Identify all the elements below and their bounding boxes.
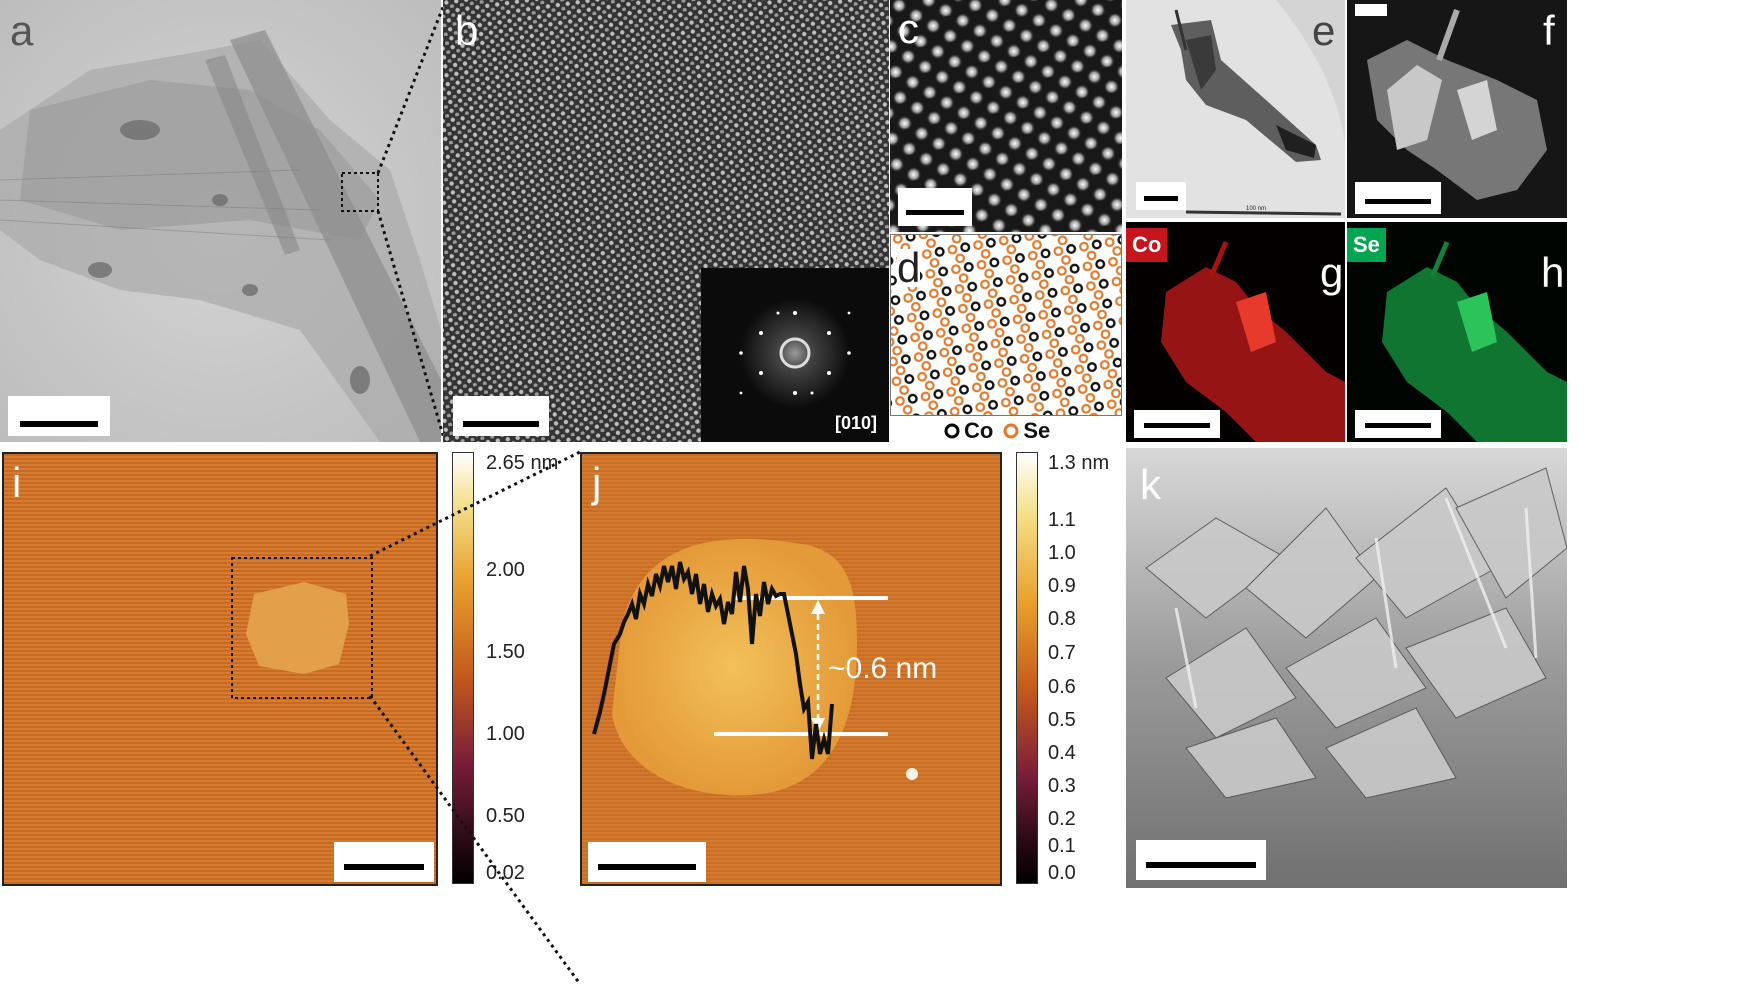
colorbar-j-ticks: 1.3 nm 1.1 1.0 0.9 0.8 0.7 0.6 0.5 0.4 0… xyxy=(1044,452,1124,886)
colorbar-tick: 0.6 xyxy=(1048,676,1076,698)
colorbar-tick: 2.00 xyxy=(486,559,525,581)
colorbar-tick: 0.7 xyxy=(1048,642,1076,664)
colorbar-tick: 1.50 xyxy=(486,641,525,663)
panel-e: 100 nm e xyxy=(1126,0,1345,218)
panel-label-i: i xyxy=(12,459,22,506)
co-atom-icon xyxy=(944,423,960,439)
colorbar-tick: 0.8 xyxy=(1048,608,1076,630)
panel-d: d xyxy=(890,234,1122,416)
panel-h: Se h xyxy=(1347,222,1567,442)
panel-label-c: c xyxy=(898,5,919,52)
zone-axis-label: [010] xyxy=(834,413,877,433)
scale-bar-i xyxy=(334,842,434,882)
panel-a: a xyxy=(0,0,441,442)
panel-label-e: e xyxy=(1312,7,1336,54)
panel-label-j: j xyxy=(592,459,602,506)
panel-f: f xyxy=(1347,0,1567,218)
colorbar-tick: 1.0 xyxy=(1048,542,1076,564)
afm-overview-image xyxy=(4,454,436,884)
colorbar-tick: 0.1 xyxy=(1048,835,1076,857)
panel-label-g: g xyxy=(1320,249,1344,296)
scale-bar-e xyxy=(1136,182,1186,210)
panel-label-h: h xyxy=(1541,249,1565,296)
stem-darkfield-image xyxy=(1347,0,1567,218)
colorbar-i-ticks: 2.65 nm 2.00 1.50 1.00 0.50 0.02 xyxy=(478,452,558,886)
se-tag: Se xyxy=(1347,228,1386,262)
scale-bar-c xyxy=(898,188,972,226)
panel-b: b [010] xyxy=(443,0,889,442)
se-legend-item: Se xyxy=(1003,418,1050,444)
colorbar-tick: 0.4 xyxy=(1048,742,1076,764)
colorbar-i xyxy=(452,452,474,884)
panel-k: k xyxy=(1126,448,1567,888)
colorbar-tick: 0.50 xyxy=(486,805,525,827)
scale-bar-g xyxy=(1134,410,1220,438)
colorbar-tick: 0.3 xyxy=(1048,775,1076,797)
scale-bar-f-top xyxy=(1355,4,1387,16)
colorbar-tick: 1.3 nm xyxy=(1048,452,1110,474)
co-legend-item: Co xyxy=(944,418,993,444)
colorbar-tick: 0.0 xyxy=(1048,862,1076,884)
panel-label-f: f xyxy=(1543,7,1555,54)
se-atom-icon xyxy=(1003,423,1019,439)
colorbar-tick: 1.00 xyxy=(486,723,525,745)
panel-j: ~0.6 nm j xyxy=(580,452,1002,886)
panel-label-b: b xyxy=(455,7,479,54)
scale-text-e: 100 nm xyxy=(1246,206,1267,212)
colorbar-tick: 0.5 xyxy=(1048,709,1076,731)
colorbar-tick: 1.1 xyxy=(1048,509,1076,531)
colorbar-tick: 0.9 xyxy=(1048,575,1076,597)
panel-i: i xyxy=(2,452,438,886)
tem-nanosheet-image xyxy=(1126,0,1345,218)
scale-bar-f xyxy=(1355,182,1441,214)
thickness-annotation: ~0.6 nm xyxy=(828,652,937,685)
panel-label-a: a xyxy=(10,7,34,54)
fft-pattern xyxy=(701,268,889,442)
tem-overview-image xyxy=(0,0,441,442)
se-element-map xyxy=(1347,222,1567,442)
panel-label-k: k xyxy=(1140,461,1161,508)
scale-bar-a xyxy=(8,396,110,436)
scale-bar-h xyxy=(1355,410,1441,438)
co-tag: Co xyxy=(1126,228,1168,262)
panel-c: c xyxy=(890,0,1122,232)
fft-inset: [010] xyxy=(701,268,889,442)
afm-zoom-image: ~0.6 nm xyxy=(582,454,1000,884)
colorbar-j xyxy=(1016,452,1038,884)
sem-nanosheets-image xyxy=(1126,448,1567,888)
colorbar-tick: 2.65 nm xyxy=(486,452,559,474)
scale-bar-k xyxy=(1136,840,1266,880)
colorbar-tick: 0.2 xyxy=(1048,808,1076,830)
panel-label-d: d xyxy=(897,244,921,291)
atom-legend: Co Se xyxy=(944,418,1050,444)
scale-bar-j xyxy=(588,842,706,882)
scale-bar-b xyxy=(453,396,549,436)
atomic-model xyxy=(891,235,1121,415)
panel-g: Co g xyxy=(1126,222,1345,442)
